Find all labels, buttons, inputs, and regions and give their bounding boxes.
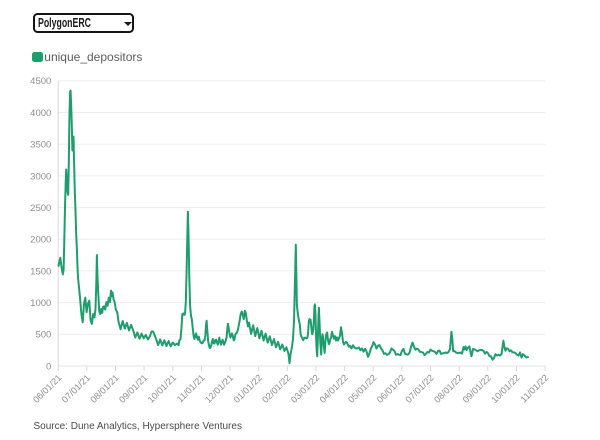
svg-text:08/01/21: 08/01/21	[88, 373, 120, 405]
svg-text:05/01/22: 05/01/22	[346, 373, 378, 405]
svg-text:0: 0	[46, 361, 51, 372]
svg-text:4500: 4500	[30, 76, 51, 87]
svg-text:09/01/21: 09/01/21	[117, 373, 149, 405]
svg-text:06/01/21: 06/01/21	[31, 373, 63, 405]
svg-text:04/01/22: 04/01/22	[318, 373, 350, 405]
svg-text:08/01/22: 08/01/22	[432, 373, 464, 405]
svg-text:500: 500	[35, 330, 51, 341]
svg-text:06/01/22: 06/01/22	[375, 373, 407, 405]
svg-text:11/01/21: 11/01/21	[175, 373, 207, 405]
svg-text:4000: 4000	[30, 108, 51, 119]
svg-text:1000: 1000	[30, 298, 51, 309]
svg-text:07/01/21: 07/01/21	[60, 373, 92, 405]
svg-text:09/01/22: 09/01/22	[461, 373, 493, 405]
svg-text:11/01/22: 11/01/22	[519, 373, 551, 405]
svg-text:07/01/22: 07/01/22	[403, 373, 435, 405]
svg-text:12/01/21: 12/01/21	[203, 373, 235, 405]
svg-text:10/01/21: 10/01/21	[146, 373, 178, 405]
svg-text:02/01/22: 02/01/22	[260, 373, 292, 405]
svg-text:2500: 2500	[30, 203, 51, 214]
svg-text:01/01/22: 01/01/22	[232, 373, 264, 405]
svg-text:3500: 3500	[30, 140, 51, 151]
svg-text:1500: 1500	[30, 266, 51, 277]
svg-text:10/01/22: 10/01/22	[489, 373, 521, 405]
svg-text:03/01/22: 03/01/22	[289, 373, 321, 405]
svg-text:3000: 3000	[30, 171, 51, 182]
svg-text:2000: 2000	[30, 235, 51, 246]
